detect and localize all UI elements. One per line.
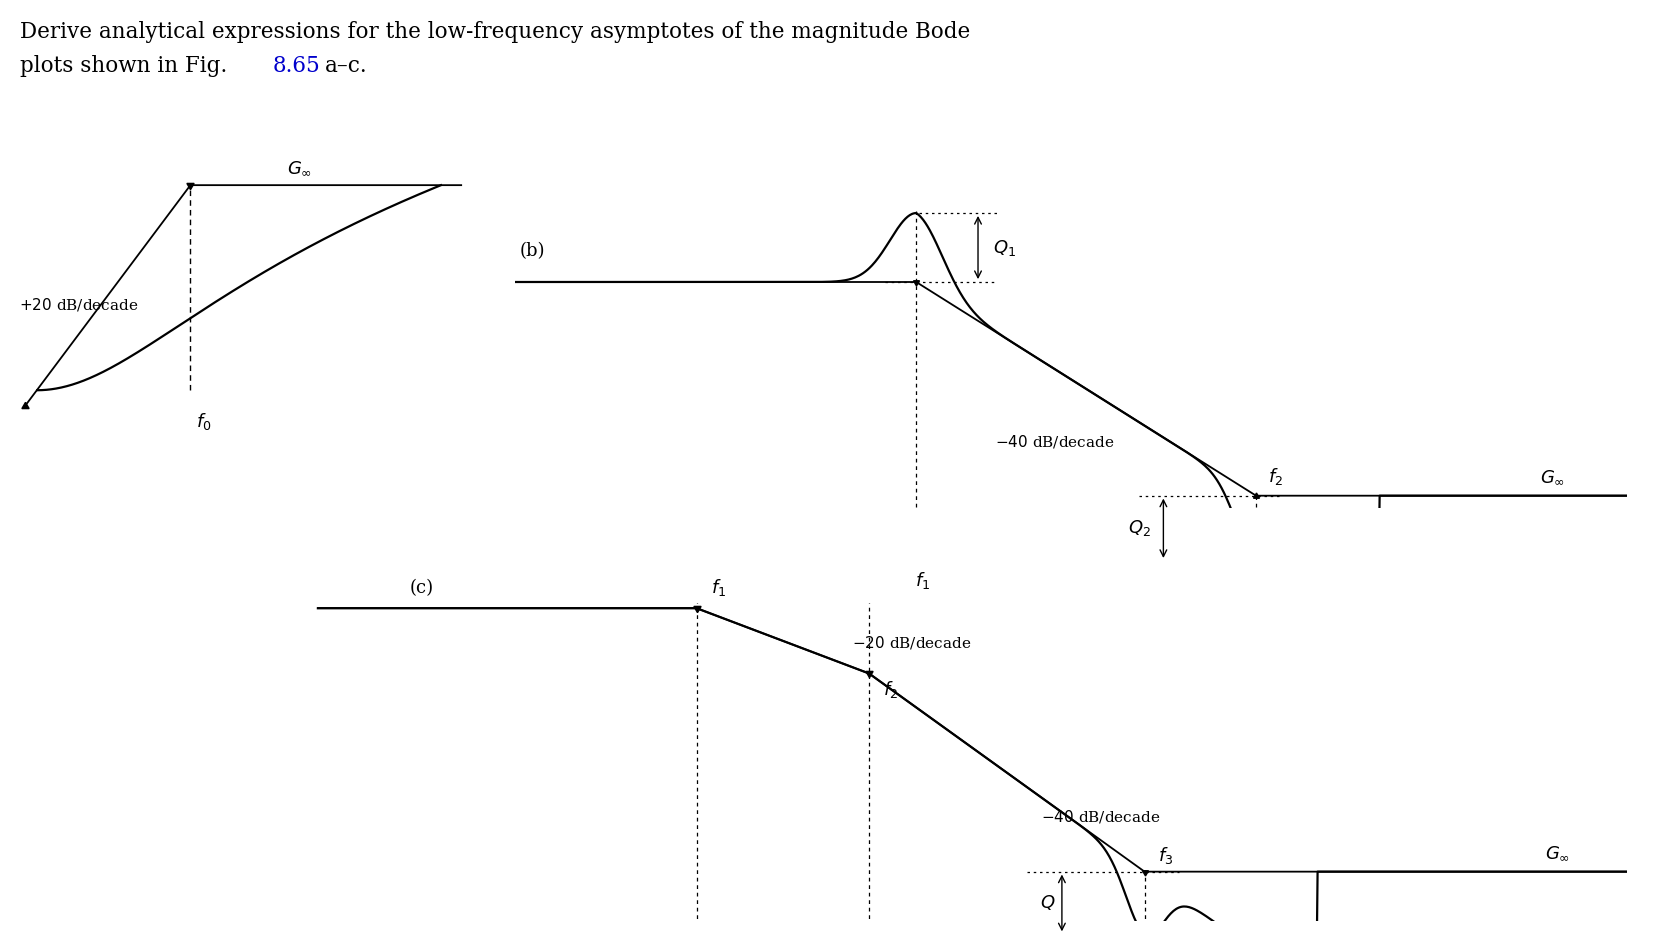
Text: (c): (c)	[408, 579, 433, 597]
Text: $G_{\infty}$: $G_{\infty}$	[287, 159, 312, 177]
Text: $G_{\infty}$: $G_{\infty}$	[1540, 468, 1565, 486]
Text: $f_2$: $f_2$	[883, 679, 898, 699]
Text: $f_2$: $f_2$	[1268, 466, 1283, 487]
Text: $Q_1$: $Q_1$	[993, 238, 1016, 258]
Text: Derive analytical expressions for the low-frequency asymptotes of the magnitude : Derive analytical expressions for the lo…	[20, 21, 969, 42]
Text: $+20$ dB/decade: $+20$ dB/decade	[18, 296, 138, 313]
Text: $G_{\infty}$: $G_{\infty}$	[1545, 844, 1570, 863]
Text: a–c.: a–c.	[325, 55, 369, 76]
Text: $f_1$: $f_1$	[710, 577, 725, 598]
Text: $-40$ dB/decade: $-40$ dB/decade	[1041, 807, 1160, 824]
Text: $f_0$: $f_0$	[196, 411, 212, 431]
Text: $-20$ dB/decade: $-20$ dB/decade	[852, 634, 971, 651]
Text: $Q$: $Q$	[1039, 893, 1056, 913]
Text: plots shown in Fig.: plots shown in Fig.	[20, 55, 234, 76]
Text: $-40$ dB/decade: $-40$ dB/decade	[996, 432, 1116, 449]
Text: $f_1$: $f_1$	[915, 570, 930, 590]
Text: (b): (b)	[520, 242, 546, 259]
Text: $Q_2$: $Q_2$	[1129, 518, 1150, 539]
Text: $f_3$: $f_3$	[1159, 845, 1174, 867]
Text: 8.65: 8.65	[272, 55, 320, 76]
